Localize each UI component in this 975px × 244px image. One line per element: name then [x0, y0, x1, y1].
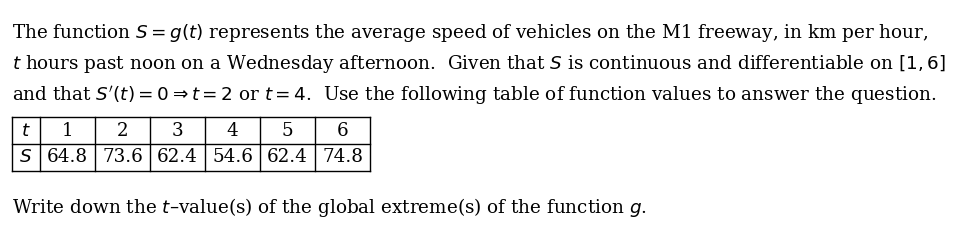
- Text: 74.8: 74.8: [322, 149, 363, 166]
- Text: 73.6: 73.6: [102, 149, 143, 166]
- Text: The function $S = g(t)$ represents the average speed of vehicles on the M1 freew: The function $S = g(t)$ represents the a…: [12, 22, 928, 44]
- Text: 62.4: 62.4: [267, 149, 308, 166]
- Text: 6: 6: [336, 122, 348, 140]
- Text: and that $S'(t) = 0 \Rightarrow t = 2$ or $t = 4$.  Use the following table of f: and that $S'(t) = 0 \Rightarrow t = 2$ o…: [12, 84, 937, 107]
- Text: 1: 1: [61, 122, 73, 140]
- Text: 4: 4: [226, 122, 238, 140]
- Text: 5: 5: [282, 122, 293, 140]
- Text: 62.4: 62.4: [157, 149, 198, 166]
- Text: $t$: $t$: [21, 122, 31, 140]
- Text: 3: 3: [172, 122, 183, 140]
- Text: 64.8: 64.8: [47, 149, 88, 166]
- Text: Write down the $t$–value(s) of the global extreme(s) of the function $g$.: Write down the $t$–value(s) of the globa…: [12, 196, 646, 219]
- Text: 54.6: 54.6: [212, 149, 253, 166]
- Text: 2: 2: [117, 122, 129, 140]
- Text: $t$ hours past noon on a Wednesday afternoon.  Given that $S$ is continuous and : $t$ hours past noon on a Wednesday after…: [12, 53, 946, 75]
- Text: $S$: $S$: [20, 149, 32, 166]
